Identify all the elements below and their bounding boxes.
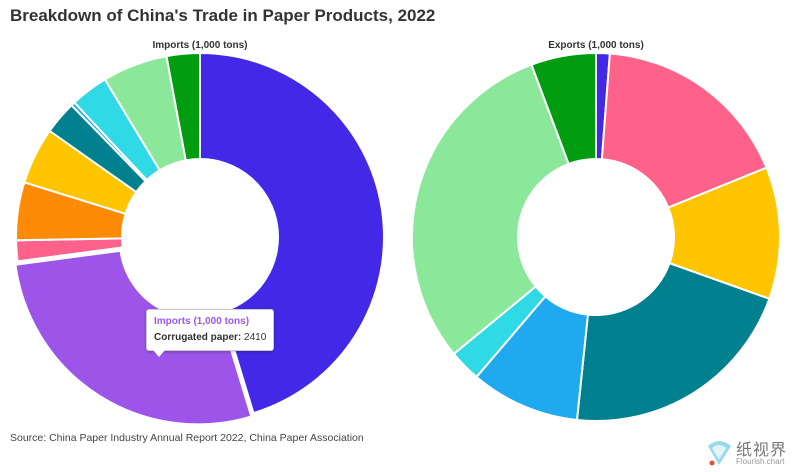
imports-chart-title: Imports (1,000 tons) bbox=[152, 40, 247, 51]
exports-chart-title: Exports (1,000 tons) bbox=[548, 40, 644, 51]
watermark-text: 纸视界 bbox=[736, 442, 788, 459]
imports-slice-9[interactable] bbox=[165, 51, 201, 162]
exports-slice-6[interactable] bbox=[411, 63, 570, 356]
exports-donut bbox=[411, 51, 781, 422]
watermark-logo-icon bbox=[708, 441, 731, 466]
source-note: Source: China Paper Industry Annual Repo… bbox=[10, 432, 364, 444]
exports-slice-1[interactable] bbox=[600, 52, 768, 209]
watermark-sub: Flourish.chart bbox=[736, 457, 785, 466]
page-title: Breakdown of China's Trade in Paper Prod… bbox=[10, 6, 436, 25]
tooltip-series-name: Corrugated paper bbox=[154, 332, 238, 343]
imports-donut bbox=[14, 51, 385, 426]
watermark: 纸视界 Flourish.chart bbox=[700, 436, 798, 470]
tooltip-title: Imports (1,000 tons) bbox=[154, 316, 250, 327]
exports-slice-7[interactable] bbox=[530, 51, 597, 166]
exports-slice-3[interactable] bbox=[575, 261, 771, 422]
chart-tooltip: Imports (1,000 tons) Corrugated paper: 2… bbox=[146, 309, 275, 357]
tooltip-value: 2410 bbox=[244, 332, 267, 343]
